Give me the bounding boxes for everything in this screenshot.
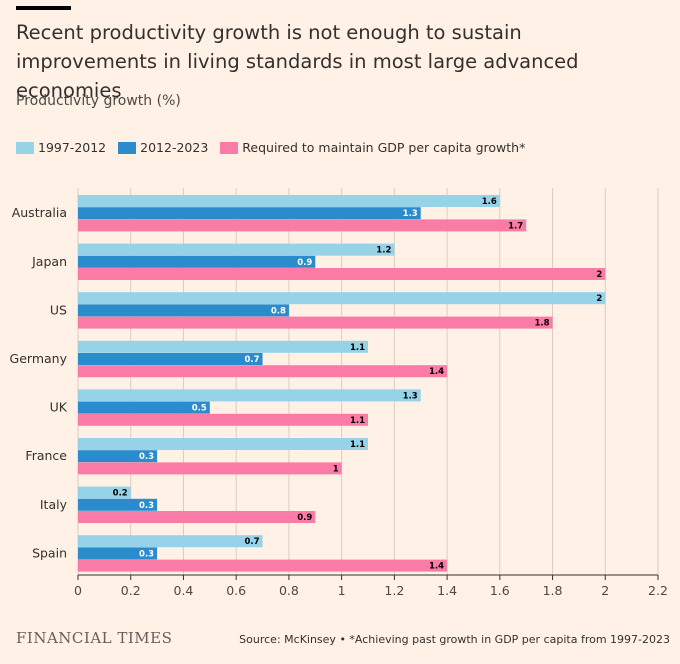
- value-label-germany-s1: 0.7: [244, 355, 259, 365]
- category-label-uk: UK: [50, 400, 68, 415]
- value-label-italy-s1: 0.3: [139, 501, 154, 511]
- bar-italy-s0: [78, 486, 131, 499]
- category-label-spain: Spain: [32, 545, 67, 560]
- x-tick-label-8: 1.6: [490, 583, 510, 598]
- bar-italy-s1: [78, 498, 158, 511]
- category-label-germany: Germany: [10, 351, 68, 366]
- value-label-japan-s2: 2: [596, 270, 602, 280]
- category-label-australia: Australia: [12, 205, 67, 220]
- value-label-spain-s2: 1.4: [429, 562, 444, 572]
- bar-us-s1: [78, 304, 289, 317]
- legend-item-required: Required to maintain GDP per capita grow…: [220, 140, 525, 155]
- value-label-australia-s0: 1.6: [482, 197, 497, 207]
- value-label-uk-s2: 1.1: [350, 416, 365, 426]
- legend-swatch-2012-2023: [118, 141, 137, 154]
- x-tick-label-5: 1: [338, 583, 346, 598]
- bar-uk-s0: [78, 389, 421, 402]
- value-label-uk-s0: 1.3: [403, 391, 418, 401]
- bar-germany-s2: [78, 365, 448, 378]
- value-label-australia-s2: 1.7: [508, 221, 523, 231]
- bar-france-s2: [78, 462, 342, 475]
- value-label-germany-s2: 1.4: [429, 367, 444, 377]
- legend-item-2012-2023: 2012-2023: [118, 140, 208, 155]
- top-rule: [16, 6, 71, 10]
- legend-label-required: Required to maintain GDP per capita grow…: [242, 140, 526, 155]
- value-label-japan-s1: 0.9: [297, 258, 312, 268]
- value-label-us-s2: 1.8: [534, 319, 549, 329]
- legend-swatch-1997-2012: [16, 141, 34, 154]
- x-tick-label-6: 1.2: [384, 583, 404, 598]
- category-label-japan: Japan: [31, 254, 67, 269]
- category-label-us: US: [50, 302, 67, 317]
- chart-title: Recent productivity growth is not enough…: [16, 21, 579, 102]
- value-label-germany-s0: 1.1: [350, 343, 365, 353]
- bar-italy-s2: [78, 511, 316, 523]
- value-label-france-s1: 0.3: [139, 452, 154, 462]
- value-label-italy-s0: 0.2: [113, 489, 128, 499]
- bar-australia-s0: [78, 195, 500, 207]
- bar-japan-s1: [78, 255, 316, 268]
- bar-australia-s1: [78, 207, 421, 220]
- category-label-france: France: [25, 448, 67, 463]
- bar-chart: 1.6 1.3 1.7 Australia 1.2 0.9 2 Japan 2 0.8 1.8 US 1…: [10, 188, 668, 598]
- value-label-spain-s0: 0.7: [244, 537, 259, 547]
- value-label-australia-s1: 1.3: [403, 209, 418, 219]
- x-tick-label-9: 1.8: [543, 583, 563, 598]
- bar-us-s0: [78, 292, 606, 305]
- x-tick-label-2: 0.4: [174, 583, 194, 598]
- legend: 1997-2012 2012-2023 Required to maintain…: [16, 140, 537, 155]
- bar-australia-s2: [78, 219, 527, 232]
- source-note: Source: McKinsey • *Achieving past growt…: [239, 633, 670, 646]
- bar-us-s2: [78, 316, 553, 329]
- x-tick-label-1: 0.2: [121, 583, 141, 598]
- x-tick-label-0: 0: [74, 583, 82, 598]
- x-tick-label-7: 1.4: [437, 583, 457, 598]
- value-label-france-s0: 1.1: [350, 440, 365, 450]
- value-label-france-s2: 1: [333, 464, 339, 474]
- value-label-spain-s1: 0.3: [139, 549, 154, 559]
- bar-france-s0: [78, 438, 368, 450]
- bar-spain-s2: [78, 559, 448, 572]
- bar-france-s1: [78, 450, 158, 463]
- ft-logo: FINANCIAL TIMES: [16, 629, 173, 647]
- chart-subtitle: Productivity growth (%): [16, 93, 181, 109]
- x-tick-label-10: 2: [601, 583, 609, 598]
- bar-spain-s0: [78, 535, 263, 548]
- value-label-us-s0: 2: [596, 294, 602, 304]
- bar-japan-s2: [78, 268, 606, 280]
- x-tick-label-11: 2.2: [648, 583, 668, 598]
- value-label-italy-s2: 0.9: [297, 513, 312, 523]
- x-tick-label-4: 0.8: [279, 583, 299, 598]
- bar-spain-s1: [78, 547, 158, 560]
- bar-germany-s1: [78, 353, 263, 365]
- legend-item-1997-2012: 1997-2012: [16, 140, 106, 155]
- bar-japan-s0: [78, 243, 395, 256]
- legend-label-1997-2012: 1997-2012: [38, 140, 107, 155]
- legend-swatch-required: [220, 141, 239, 154]
- value-label-uk-s1: 0.5: [192, 404, 207, 414]
- bar-uk-s1: [78, 401, 210, 414]
- bar-germany-s0: [78, 340, 368, 353]
- bar-uk-s2: [78, 413, 368, 426]
- value-label-us-s1: 0.8: [271, 306, 286, 316]
- category-label-italy: Italy: [40, 497, 68, 512]
- x-tick-label-3: 0.6: [226, 583, 246, 598]
- legend-label-2012-2023: 2012-2023: [140, 140, 209, 155]
- value-label-japan-s0: 1.2: [376, 246, 391, 256]
